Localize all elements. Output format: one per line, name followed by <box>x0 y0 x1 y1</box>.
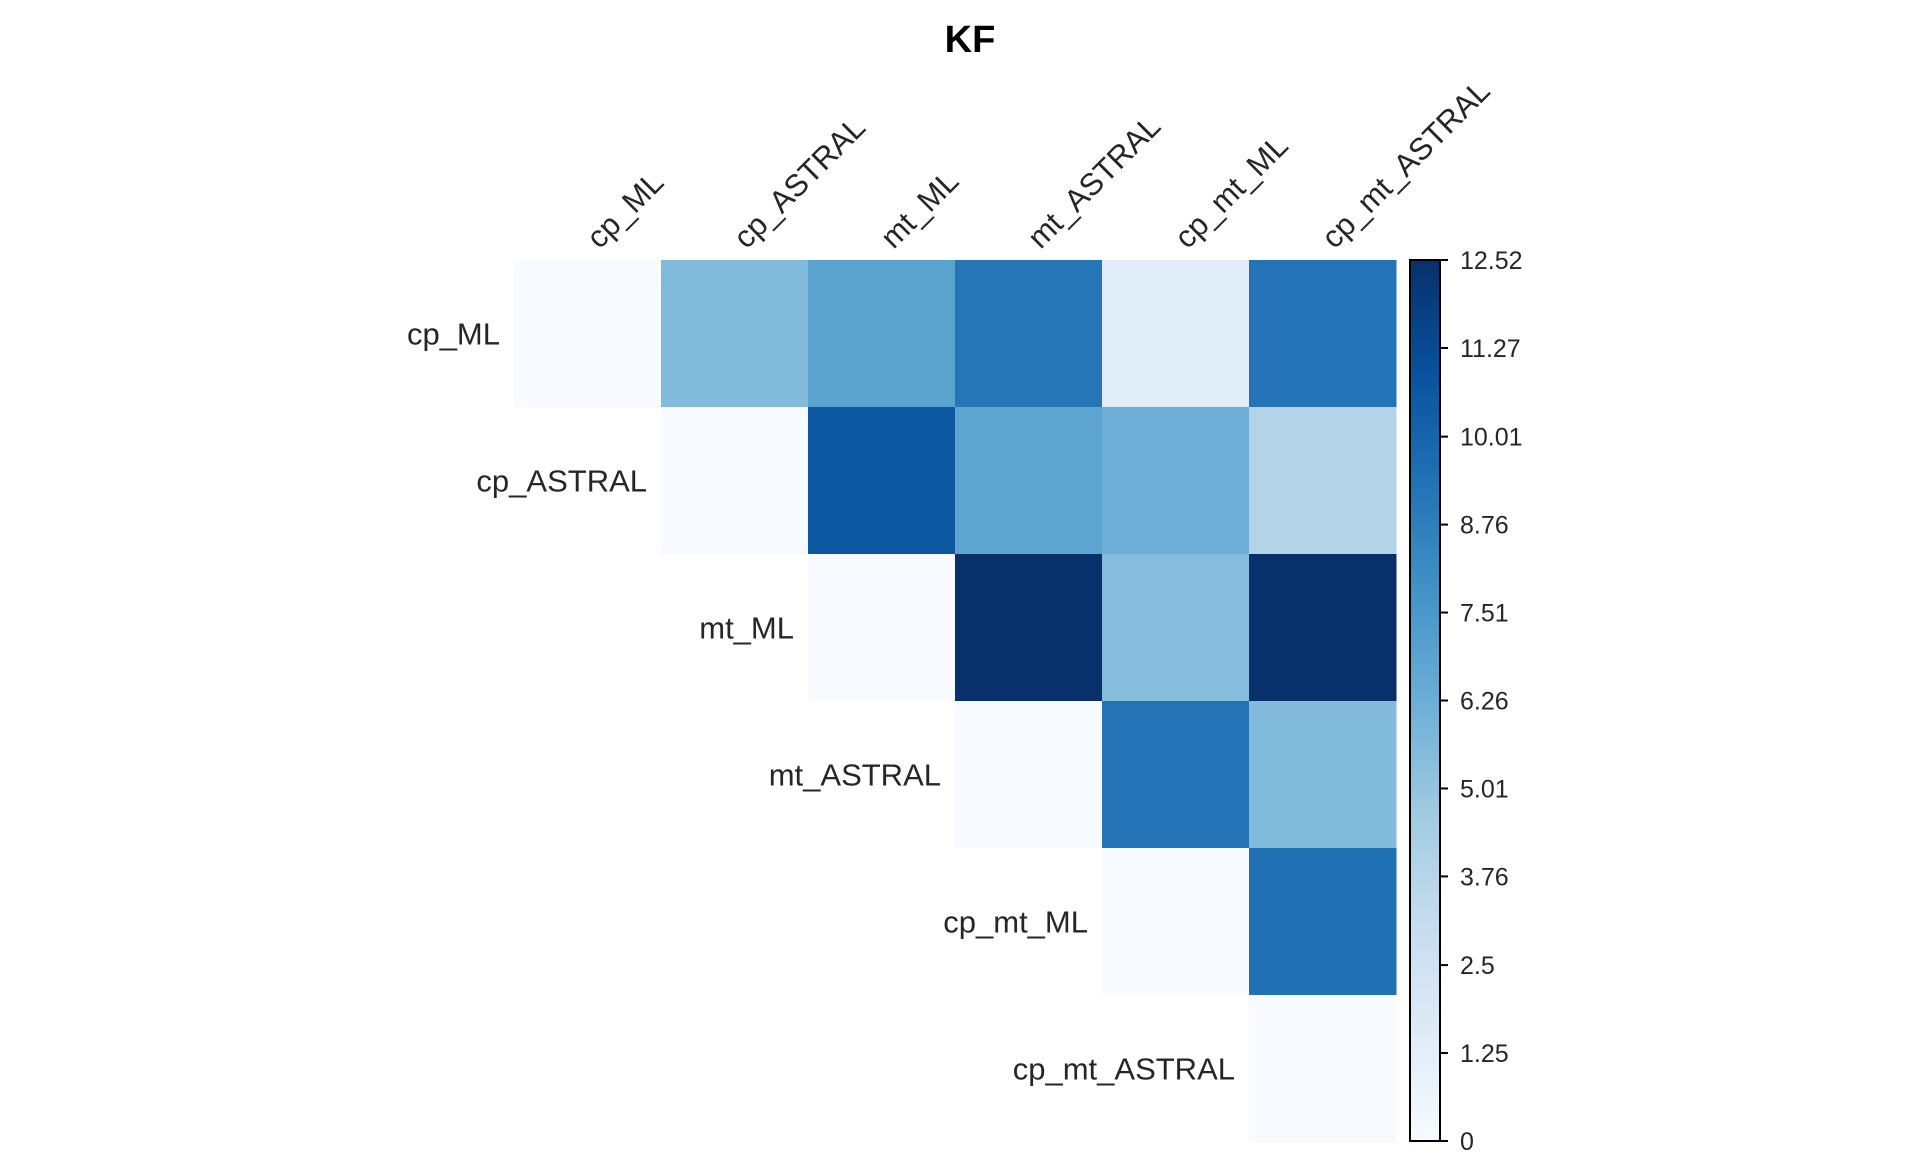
heatmap-cell-mt_ASTRAL-cp_mt_ML <box>1102 701 1250 849</box>
colorbar-tick-label-11.27: 11.27 <box>1460 335 1521 363</box>
colorbar: 0 1.25 2.5 3.76 5.01 6.26 7.51 8.76 10.01 11.27 12… <box>1409 247 1523 1152</box>
colorbar-tick-label-3.76: 3.76 <box>1460 863 1509 891</box>
colorbar-ticks: 0 1.25 2.5 3.76 5.01 6.26 7.51 8.76 10.01 11.27 12… <box>1440 247 1523 1152</box>
column-label-cp_mt_ASTRAL: cp_mt_ASTRAL <box>1315 73 1497 255</box>
colorbar-tick-label-0: 0 <box>1460 1128 1474 1152</box>
colorbar-tick-label-12.52: 12.52 <box>1460 247 1523 275</box>
heatmap-cell-mt_ASTRAL-mt_ASTRAL <box>955 701 1103 849</box>
chart-title: KF <box>945 19 996 61</box>
heatmap-cell-mt_ML-cp_mt_ML <box>1102 554 1250 702</box>
column-label-mt_ASTRAL: mt_ASTRAL <box>1021 108 1168 255</box>
heatmap-cell-cp_ASTRAL-mt_ML <box>808 407 956 555</box>
heatmap-cells <box>514 260 1397 1143</box>
heatmap-cell-cp_ML-cp_ML <box>514 260 662 408</box>
heatmap-cell-mt_ML-mt_ML <box>808 554 956 702</box>
row-label-cp_ASTRAL: cp_ASTRAL <box>476 464 647 499</box>
heatmap-cell-cp_ASTRAL-cp_mt_ML <box>1102 407 1250 555</box>
colorbar-tick-label-8.76: 8.76 <box>1460 512 1509 540</box>
colorbar-tick-label-6.26: 6.26 <box>1460 688 1509 716</box>
row-label-cp_mt_ML: cp_mt_ML <box>943 905 1088 940</box>
colorbar-tick-label-7.51: 7.51 <box>1460 600 1509 628</box>
column-labels: cp_ML cp_ASTRAL mt_ML mt_ASTRAL cp_mt_ML cp_m… <box>580 73 1497 255</box>
heatmap-cell-mt_ML-mt_ASTRAL <box>955 554 1103 702</box>
column-label-mt_ML: mt_ML <box>874 163 966 255</box>
row-labels: cp_ML cp_ASTRAL mt_ML mt_ASTRAL cp_mt_ML cp_m… <box>407 317 1235 1087</box>
row-label-cp_ML: cp_ML <box>407 317 500 352</box>
heatmap-cell-cp_ASTRAL-cp_mt_ASTRAL <box>1249 407 1397 555</box>
heatmap-cell-mt_ML-cp_mt_ASTRAL <box>1249 554 1397 702</box>
heatmap-cell-cp_mt_ML-cp_mt_ML <box>1102 848 1250 996</box>
heatmap-cell-cp_ASTRAL-mt_ASTRAL <box>955 407 1103 555</box>
row-label-cp_mt_ASTRAL: cp_mt_ASTRAL <box>1013 1052 1235 1087</box>
row-label-mt_ML: mt_ML <box>699 611 794 646</box>
heatmap-cell-cp_ML-mt_ML <box>808 260 956 408</box>
heatmap-cell-cp_mt_ASTRAL-cp_mt_ASTRAL <box>1249 995 1397 1143</box>
colorbar-tick-label-1.25: 1.25 <box>1460 1040 1509 1068</box>
colorbar-tick-label-2.5: 2.5 <box>1460 952 1495 980</box>
colorbar-tick-label-5.01: 5.01 <box>1460 775 1509 803</box>
column-label-cp_ML: cp_ML <box>580 164 671 255</box>
column-label-cp_ASTRAL: cp_ASTRAL <box>727 110 872 255</box>
heatmap-cell-cp_ML-cp_mt_ML <box>1102 260 1250 408</box>
heatmap-cell-cp_ML-cp_ASTRAL <box>661 260 809 408</box>
column-label-cp_mt_ML: cp_mt_ML <box>1168 128 1295 255</box>
colorbar-gradient <box>1409 259 1441 1142</box>
heatmap-cell-cp_ML-cp_mt_ASTRAL <box>1249 260 1397 408</box>
heatmap-cell-mt_ASTRAL-cp_mt_ASTRAL <box>1249 701 1397 849</box>
colorbar-tick-label-10.01: 10.01 <box>1460 424 1523 452</box>
heatmap-cell-cp_mt_ML-cp_mt_ASTRAL <box>1249 848 1397 996</box>
row-label-mt_ASTRAL: mt_ASTRAL <box>769 758 941 793</box>
heatmap-cell-cp_ML-mt_ASTRAL <box>955 260 1103 408</box>
heatmap-cell-cp_ASTRAL-cp_ASTRAL <box>661 407 809 555</box>
